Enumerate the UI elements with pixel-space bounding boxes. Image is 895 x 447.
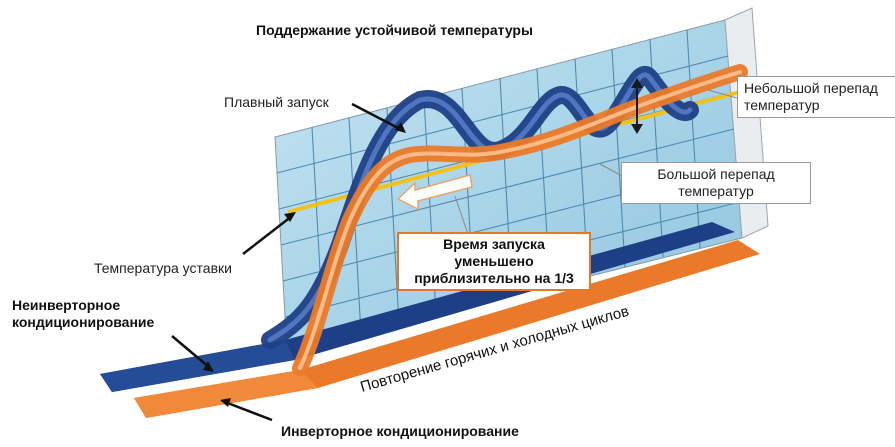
small-difference-line1: Небольшой перепад [744, 80, 878, 96]
startup-reduction-arrow [396, 174, 473, 211]
startup-reduction-box: Время запуска уменьшено приблизительно н… [397, 232, 591, 291]
inverter-label: Инверторное кондиционирование [281, 423, 519, 439]
small-difference-line2: температур [744, 97, 820, 113]
large-difference-box: Большой перепад температур [621, 162, 811, 204]
non-inverter-label-line2: кондиционирование [12, 314, 155, 330]
diagram-title: Поддержание устойчивой температуры [256, 22, 533, 38]
large-difference-line2: температур [678, 183, 754, 199]
inverter-curve [292, 64, 748, 376]
startup-reduction-line1: Время запуска уменьшено [443, 236, 545, 269]
non-inverter-label-line1: Неинверторное [12, 297, 121, 313]
startup-reduction-line2: приблизительно на 1/3 [414, 270, 574, 286]
callout-lines [171, 102, 403, 422]
setpoint-label: Температура уставки [94, 260, 232, 276]
small-difference-arrow [631, 78, 643, 134]
non-inverter-label: Неинверторное кондиционирование [12, 297, 154, 331]
callout-arrowheads [203, 122, 406, 407]
large-difference-line1: Большой перепад [657, 166, 775, 182]
small-difference-box: Небольшой перепад температур [737, 76, 895, 118]
smooth-start-label: Плавный запуск [224, 94, 329, 110]
inverter-floor-band [134, 240, 760, 418]
